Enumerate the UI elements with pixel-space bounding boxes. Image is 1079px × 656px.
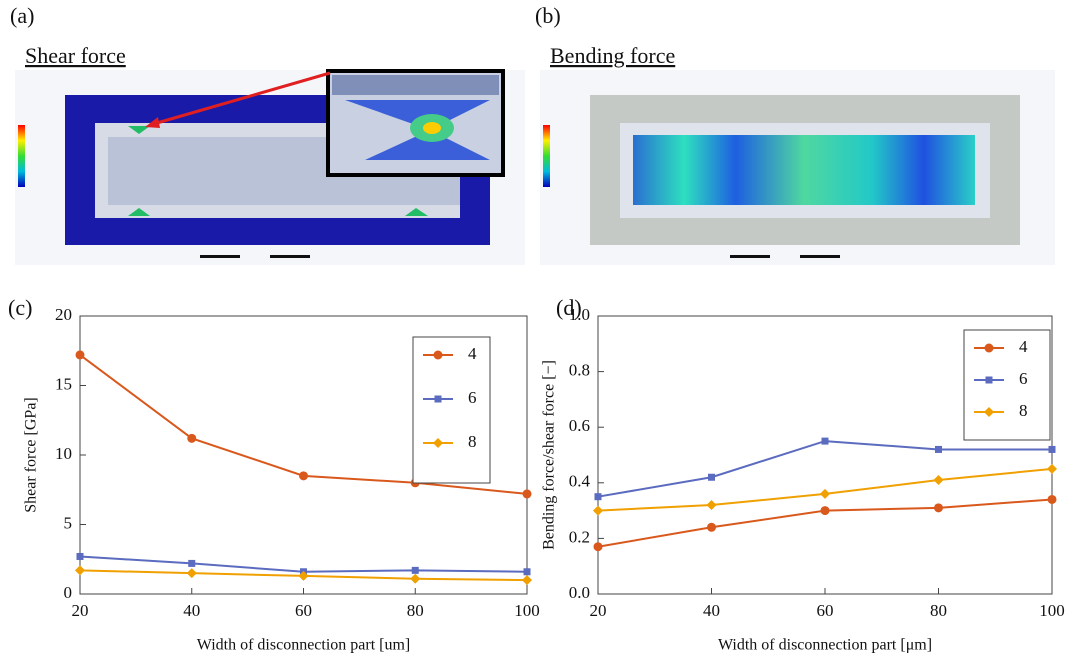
panel-label: (c) xyxy=(8,295,32,320)
marker xyxy=(522,575,532,585)
marker xyxy=(188,560,195,567)
y-tick-label: 0 xyxy=(64,583,73,602)
y-tick-label: 0.0 xyxy=(569,583,590,602)
y-tick-label: 0.6 xyxy=(569,416,590,435)
bending-simulation-image xyxy=(540,70,1055,265)
x-tick-label: 100 xyxy=(514,601,540,620)
marker xyxy=(935,446,942,453)
marker xyxy=(412,567,419,574)
legend-label: 4 xyxy=(468,344,477,363)
marker xyxy=(299,471,308,480)
marker xyxy=(934,503,943,512)
x-axis-label: Width of disconnection part [um] xyxy=(197,637,411,654)
y-tick-label: 5 xyxy=(64,513,73,532)
marker xyxy=(707,523,716,532)
x-tick-label: 20 xyxy=(72,601,89,620)
x-tick-label: 80 xyxy=(930,601,947,620)
marker xyxy=(187,434,196,443)
legend-box xyxy=(964,330,1050,440)
marker xyxy=(523,489,532,498)
marker xyxy=(593,506,603,516)
marker xyxy=(986,377,993,384)
x-axis-label: Width of disconnection part [μm] xyxy=(718,637,932,654)
marker xyxy=(435,396,442,403)
x-tick-label: 80 xyxy=(407,601,424,620)
panel-label: (a) xyxy=(10,3,34,28)
y-tick-label: 0.8 xyxy=(569,361,590,380)
marker xyxy=(594,542,603,551)
legend-label: 4 xyxy=(1019,337,1028,356)
marker xyxy=(77,553,84,560)
marker xyxy=(820,489,830,499)
legend-label: 8 xyxy=(1019,401,1028,420)
marker xyxy=(821,506,830,515)
marker xyxy=(595,493,602,500)
y-tick-label: 10 xyxy=(55,444,72,463)
y-tick-label: 0.4 xyxy=(569,472,591,491)
marker xyxy=(187,568,197,578)
y-tick-label: 0.2 xyxy=(569,527,590,546)
y-tick-label: 15 xyxy=(55,374,72,393)
figure: (a)Shear force(b)Bending force(c)2040608… xyxy=(0,0,1079,656)
marker xyxy=(708,474,715,481)
x-tick-label: 100 xyxy=(1039,601,1065,620)
legend-label: 8 xyxy=(468,432,477,451)
marker xyxy=(1047,464,1057,474)
marker xyxy=(75,565,85,575)
x-tick-label: 60 xyxy=(295,601,312,620)
shear-simulation-image xyxy=(15,70,525,265)
marker xyxy=(985,344,994,353)
marker xyxy=(434,351,443,360)
panel-label: (b) xyxy=(535,3,561,28)
x-tick-label: 60 xyxy=(817,601,834,620)
marker xyxy=(1048,495,1057,504)
y-tick-label: 20 xyxy=(55,305,72,324)
marker xyxy=(707,500,717,510)
marker xyxy=(76,350,85,359)
marker xyxy=(410,574,420,584)
marker xyxy=(1049,446,1056,453)
marker xyxy=(822,438,829,445)
legend-label: 6 xyxy=(1019,369,1028,388)
marker xyxy=(934,475,944,485)
marker xyxy=(524,568,531,575)
y-axis-label: Shear force [GPa] xyxy=(23,397,40,513)
legend-label: 6 xyxy=(468,388,477,407)
x-tick-label: 40 xyxy=(703,601,720,620)
x-tick-label: 40 xyxy=(183,601,200,620)
panel-title: Shear force xyxy=(25,43,126,68)
x-tick-label: 20 xyxy=(590,601,607,620)
y-axis-label: Bending force/shear force [−] xyxy=(541,360,558,550)
series-line xyxy=(598,441,1052,497)
y-tick-label: 1.0 xyxy=(569,305,590,324)
panel-title: Bending force xyxy=(550,43,675,68)
legend-box xyxy=(413,337,490,483)
